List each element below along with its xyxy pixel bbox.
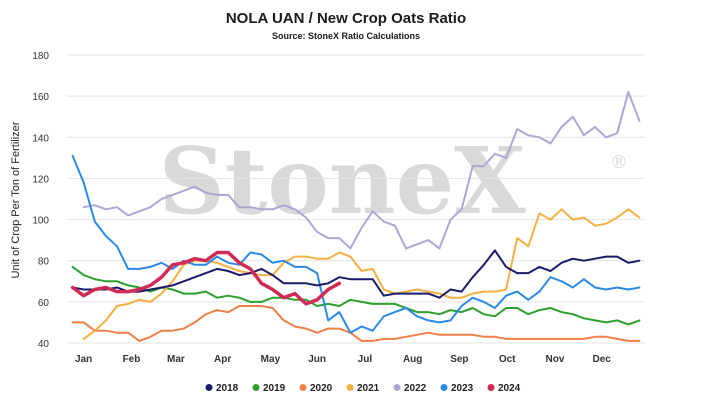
grid: 40 60 80 100 120 140 160 180 Jan Feb Mar Apr May Jun J… [32,51,645,365]
y-axis-label: Unit of Crop Per Ton of Fertilizer [10,121,22,278]
legend-label-2020: 2020 [310,383,333,394]
x-tick-label: Nov [546,354,565,365]
x-tick-label: Aug [403,354,422,365]
legend-label-2022: 2022 [404,383,427,394]
x-tick-label: Dec [592,354,611,365]
x-tick-label: Sep [450,354,468,365]
series-line-2024 [70,250,342,306]
x-tick-label: Apr [214,354,231,365]
legend: 2018 2019 2020 2021 2022 2023 2024 [205,383,521,394]
series-line-2023 [71,154,641,334]
y-tick-label: 60 [38,298,50,309]
chart-subtitle: Source: StoneX Ratio Calculations [272,31,420,41]
plot-area [70,91,641,342]
legend-marker-2022 [393,384,401,391]
legend-label-2019: 2019 [263,383,286,394]
y-tick-label: 40 [38,339,50,350]
legend-label-2018: 2018 [216,383,239,394]
y-tick-label: 180 [32,51,49,62]
legend-marker-2019 [252,384,260,391]
legend-marker-2021 [346,384,354,391]
x-tick-label: Jul [358,354,373,365]
y-tick-label: 100 [32,216,49,227]
x-tick-label: Oct [499,354,516,365]
x-tick-label: Jan [75,354,92,365]
series-line-2018 [71,249,641,299]
legend-label-2024: 2024 [498,383,521,394]
y-tick-label: 120 [32,174,49,185]
watermark-registered-mark: ® [610,152,628,173]
y-tick-label: 140 [32,133,49,144]
x-tick-label: Feb [123,354,141,365]
series-line-2022 [82,91,641,250]
y-tick-label: 80 [38,257,50,268]
legend-label-2021: 2021 [357,383,380,394]
legend-label-2023: 2023 [451,383,474,394]
series-line-2021 [82,208,641,340]
legend-marker-2024 [487,384,495,391]
y-tick-label: 160 [32,92,49,103]
chart-title: NOLA UAN / New Crop Oats Ratio [226,10,466,27]
legend-marker-2023 [440,384,448,391]
series-line-2020 [71,305,641,342]
x-tick-label: Mar [167,354,185,365]
legend-marker-2020 [299,384,307,391]
x-tick-label: May [261,354,281,365]
watermark: StoneX [158,127,526,235]
x-tick-label: Jun [308,354,326,365]
legend-marker-2018 [205,384,213,391]
